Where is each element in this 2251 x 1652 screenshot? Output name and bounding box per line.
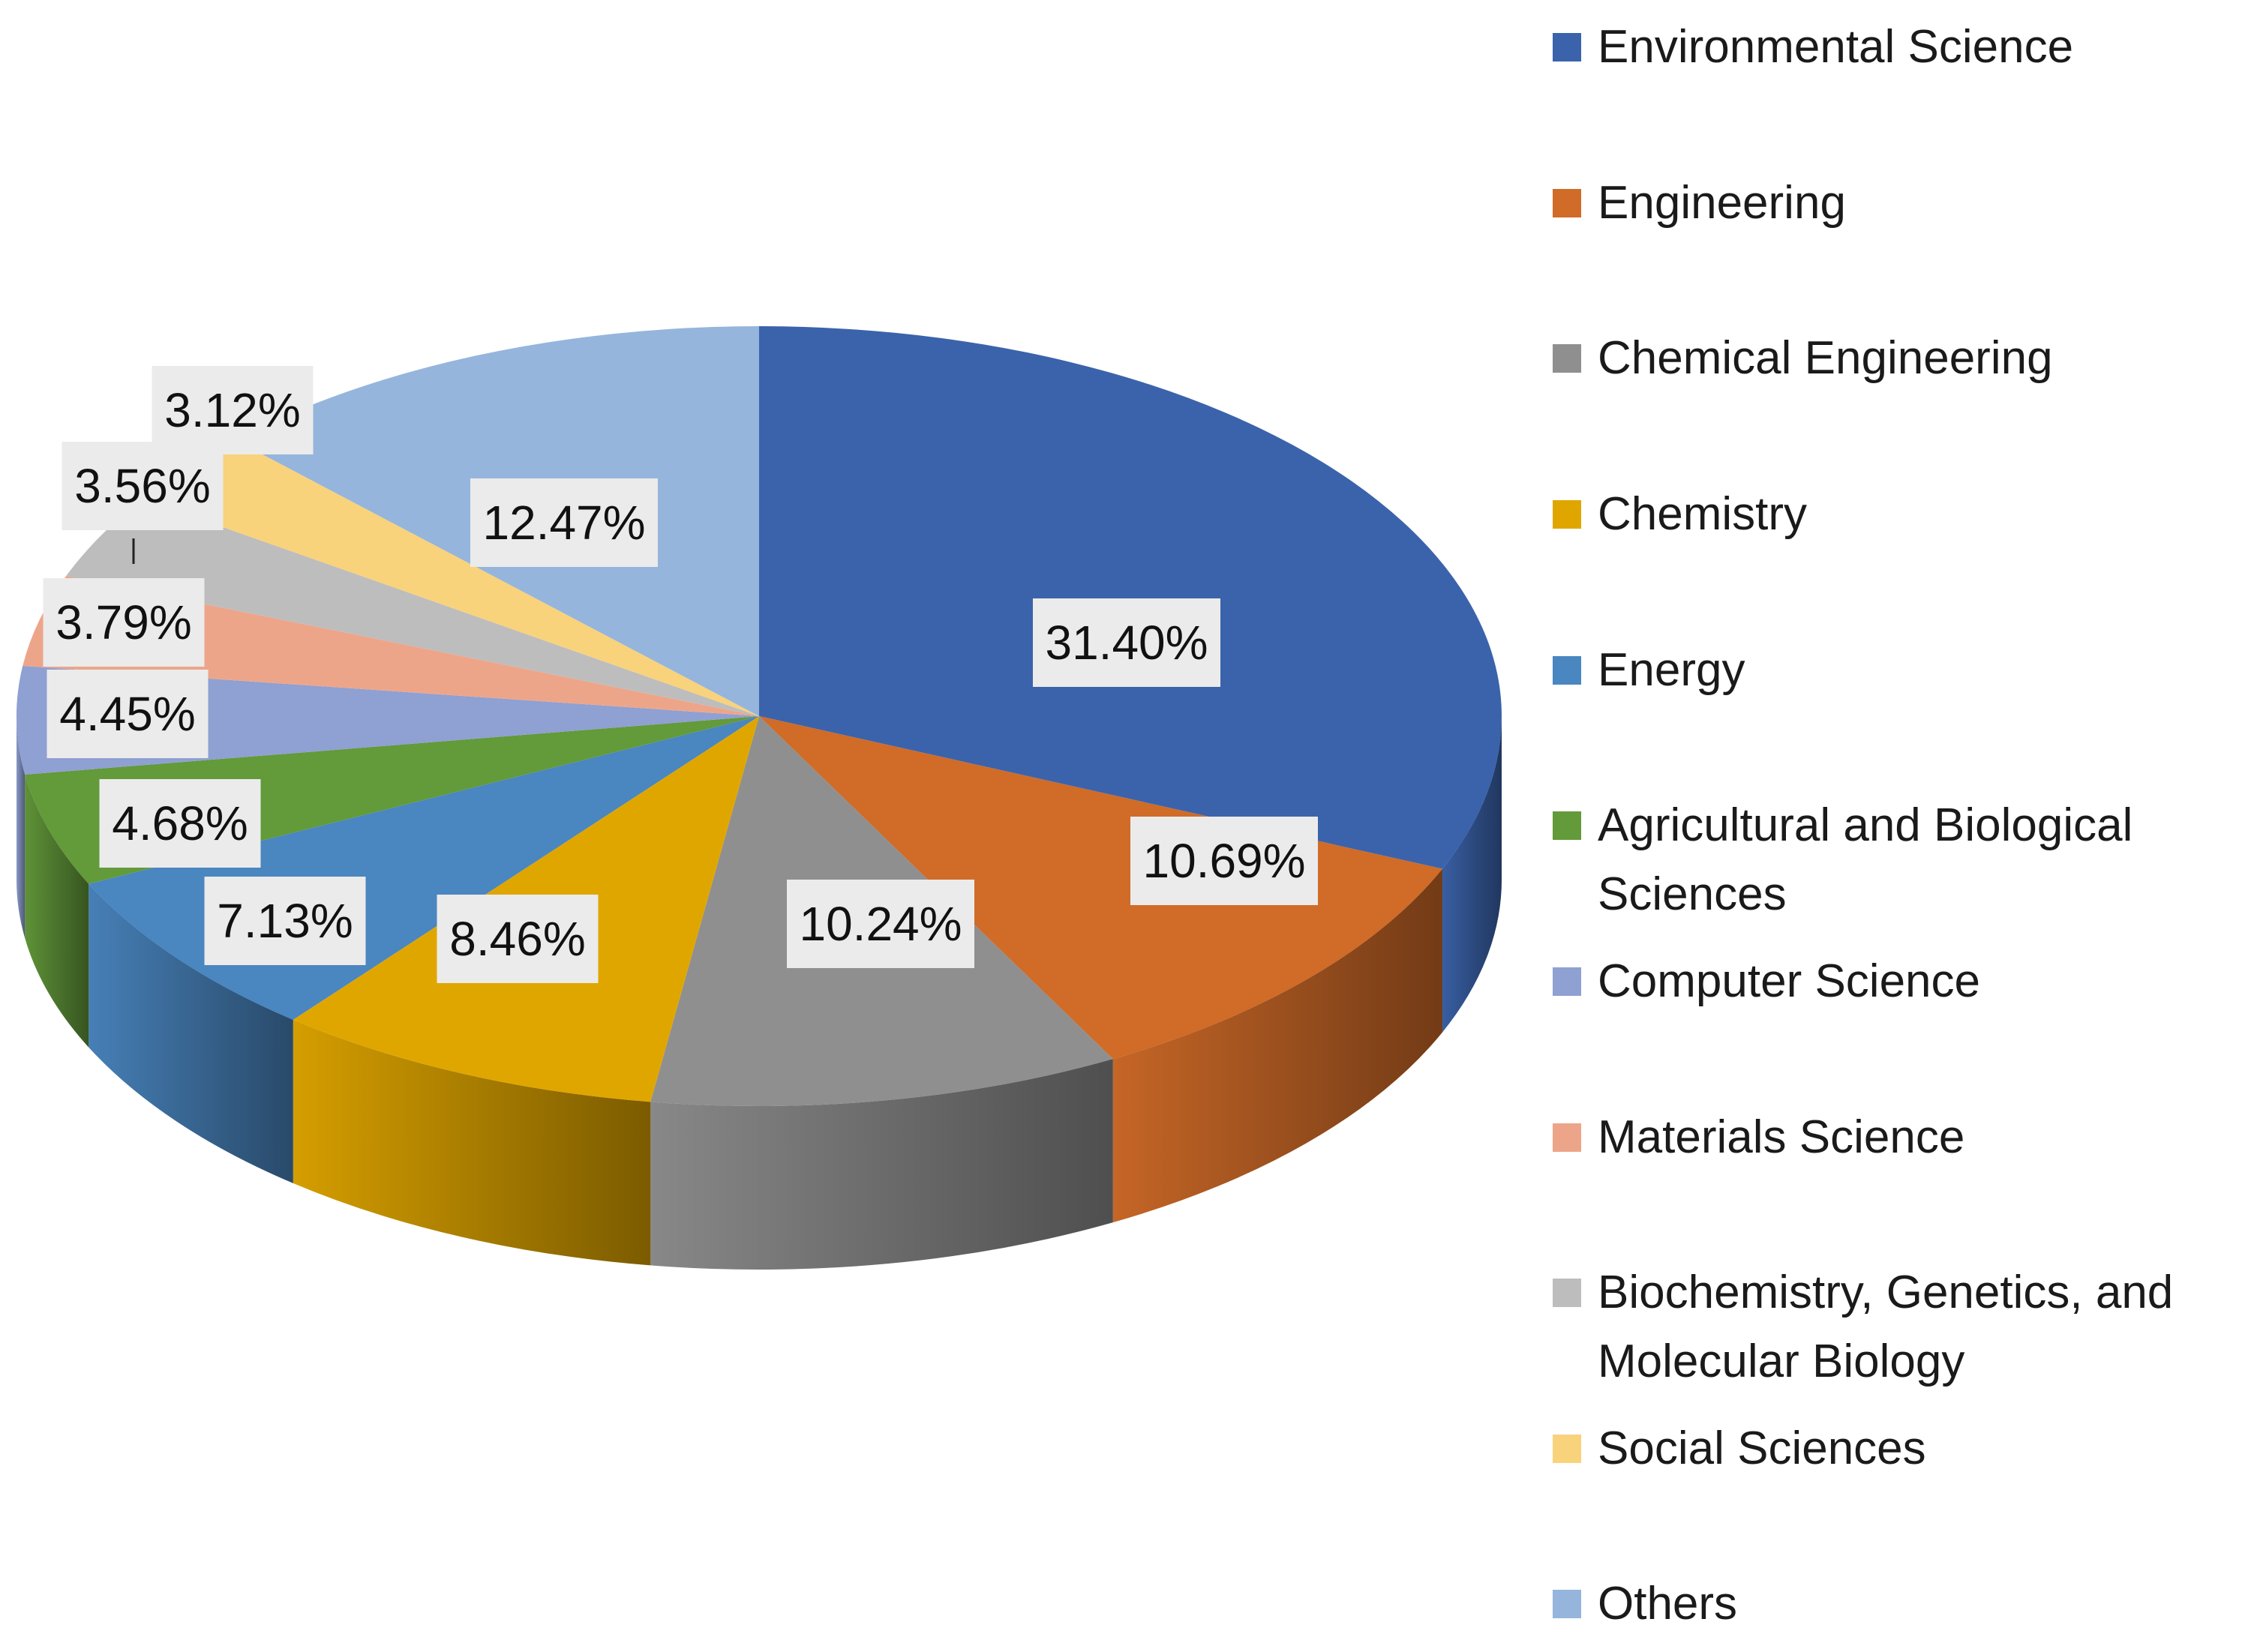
legend-label: Others bbox=[1598, 1578, 1738, 1630]
legend-swatch bbox=[1553, 500, 1581, 529]
legend-item: Materials Science bbox=[1553, 1103, 2243, 1172]
legend-item: Engineering bbox=[1553, 169, 2243, 238]
pie-slice bbox=[23, 576, 759, 716]
data-label: 10.24% bbox=[799, 897, 962, 951]
pie-side-shade bbox=[293, 1019, 651, 1266]
legend: Environmental Science Engineering Chemic… bbox=[1553, 0, 2251, 1652]
legend-label: Chemistry bbox=[1598, 488, 1808, 540]
pie-slice bbox=[66, 499, 759, 716]
legend-label: Chemical Engineering bbox=[1598, 332, 2053, 384]
legend-label: Materials Science bbox=[1598, 1111, 1965, 1163]
data-label: 3.12% bbox=[164, 383, 300, 437]
pie-side-walls bbox=[17, 716, 1502, 1270]
legend-item: Biochemistry, Genetics, and Molecular Bi… bbox=[1553, 1258, 2243, 1396]
legend-item: Chemical Engineering bbox=[1553, 324, 2243, 393]
legend-label: Biochemistry, Genetics, and Molecular Bi… bbox=[1598, 1267, 2174, 1387]
legend-item: Energy bbox=[1553, 636, 2243, 705]
legend-swatch bbox=[1553, 967, 1581, 996]
data-labels: 31.40% 10.69% 10.24% 8.46% 7.13% 4.68% 4.45% 3.… bbox=[43, 366, 1318, 983]
legend-swatch bbox=[1553, 1590, 1581, 1618]
legend-swatch bbox=[1553, 1435, 1581, 1463]
legend-swatch bbox=[1553, 1279, 1581, 1307]
pie-side-shade bbox=[25, 774, 89, 1048]
data-label: 3.56% bbox=[74, 459, 210, 513]
pie-chart: 31.40% 10.69% 10.24% 8.46% 7.13% 4.68% 4.45% 3.… bbox=[17, 326, 1502, 1270]
legend-label: Computer Science bbox=[1598, 955, 1981, 1007]
legend-swatch bbox=[1553, 1123, 1581, 1152]
pie-side-shade bbox=[650, 1059, 1113, 1270]
pie-side-shade bbox=[89, 883, 293, 1183]
legend-label: Energy bbox=[1598, 644, 1745, 696]
legend-label: Engineering bbox=[1598, 177, 1846, 229]
legend-swatch bbox=[1553, 656, 1581, 685]
data-label: 4.68% bbox=[112, 796, 248, 850]
pie-slice bbox=[759, 326, 1502, 869]
data-label-box bbox=[1033, 598, 1220, 687]
pie-side-shade bbox=[1112, 868, 1442, 1223]
pie-side-shade bbox=[1442, 716, 1502, 1033]
legend-label: Environmental Science bbox=[1598, 21, 2074, 73]
data-label: 12.47% bbox=[482, 496, 645, 550]
legend-swatch bbox=[1553, 33, 1581, 61]
pie-slices bbox=[17, 326, 1502, 1106]
data-label-box bbox=[787, 880, 974, 968]
data-label-box bbox=[62, 442, 224, 530]
legend-item: Environmental Science bbox=[1553, 13, 2243, 82]
pie-slice bbox=[759, 716, 1442, 1060]
legend-item: Computer Science bbox=[1553, 947, 2243, 1016]
legend-item: Social Sciences bbox=[1553, 1414, 2243, 1483]
legend-label: Social Sciences bbox=[1598, 1423, 1926, 1474]
data-label-box bbox=[1130, 817, 1318, 905]
legend-swatch bbox=[1553, 344, 1581, 373]
data-label: 4.45% bbox=[59, 687, 195, 741]
legend-item: Chemistry bbox=[1553, 480, 2243, 549]
data-label: 3.79% bbox=[56, 595, 191, 649]
legend-swatch bbox=[1553, 811, 1581, 840]
data-label-box bbox=[43, 578, 205, 667]
data-label-box bbox=[470, 478, 658, 567]
legend-item: Agricultural and Biological Sciences bbox=[1553, 791, 2243, 929]
data-label-box bbox=[204, 877, 366, 965]
data-label: 10.69% bbox=[1142, 834, 1305, 888]
data-label-box bbox=[437, 895, 599, 983]
data-label-box bbox=[47, 670, 209, 758]
data-label: 31.40% bbox=[1045, 616, 1208, 670]
pie-side-shade bbox=[17, 716, 26, 938]
legend-label: Agricultural and Biological Sciences bbox=[1598, 799, 2133, 920]
pie-slice bbox=[143, 439, 759, 716]
legend-swatch bbox=[1553, 189, 1581, 217]
legend-item: Others bbox=[1553, 1570, 2243, 1639]
data-label: 8.46% bbox=[449, 912, 585, 966]
data-label-box bbox=[152, 366, 314, 454]
data-label: 7.13% bbox=[217, 894, 353, 948]
data-label-box bbox=[99, 779, 261, 868]
